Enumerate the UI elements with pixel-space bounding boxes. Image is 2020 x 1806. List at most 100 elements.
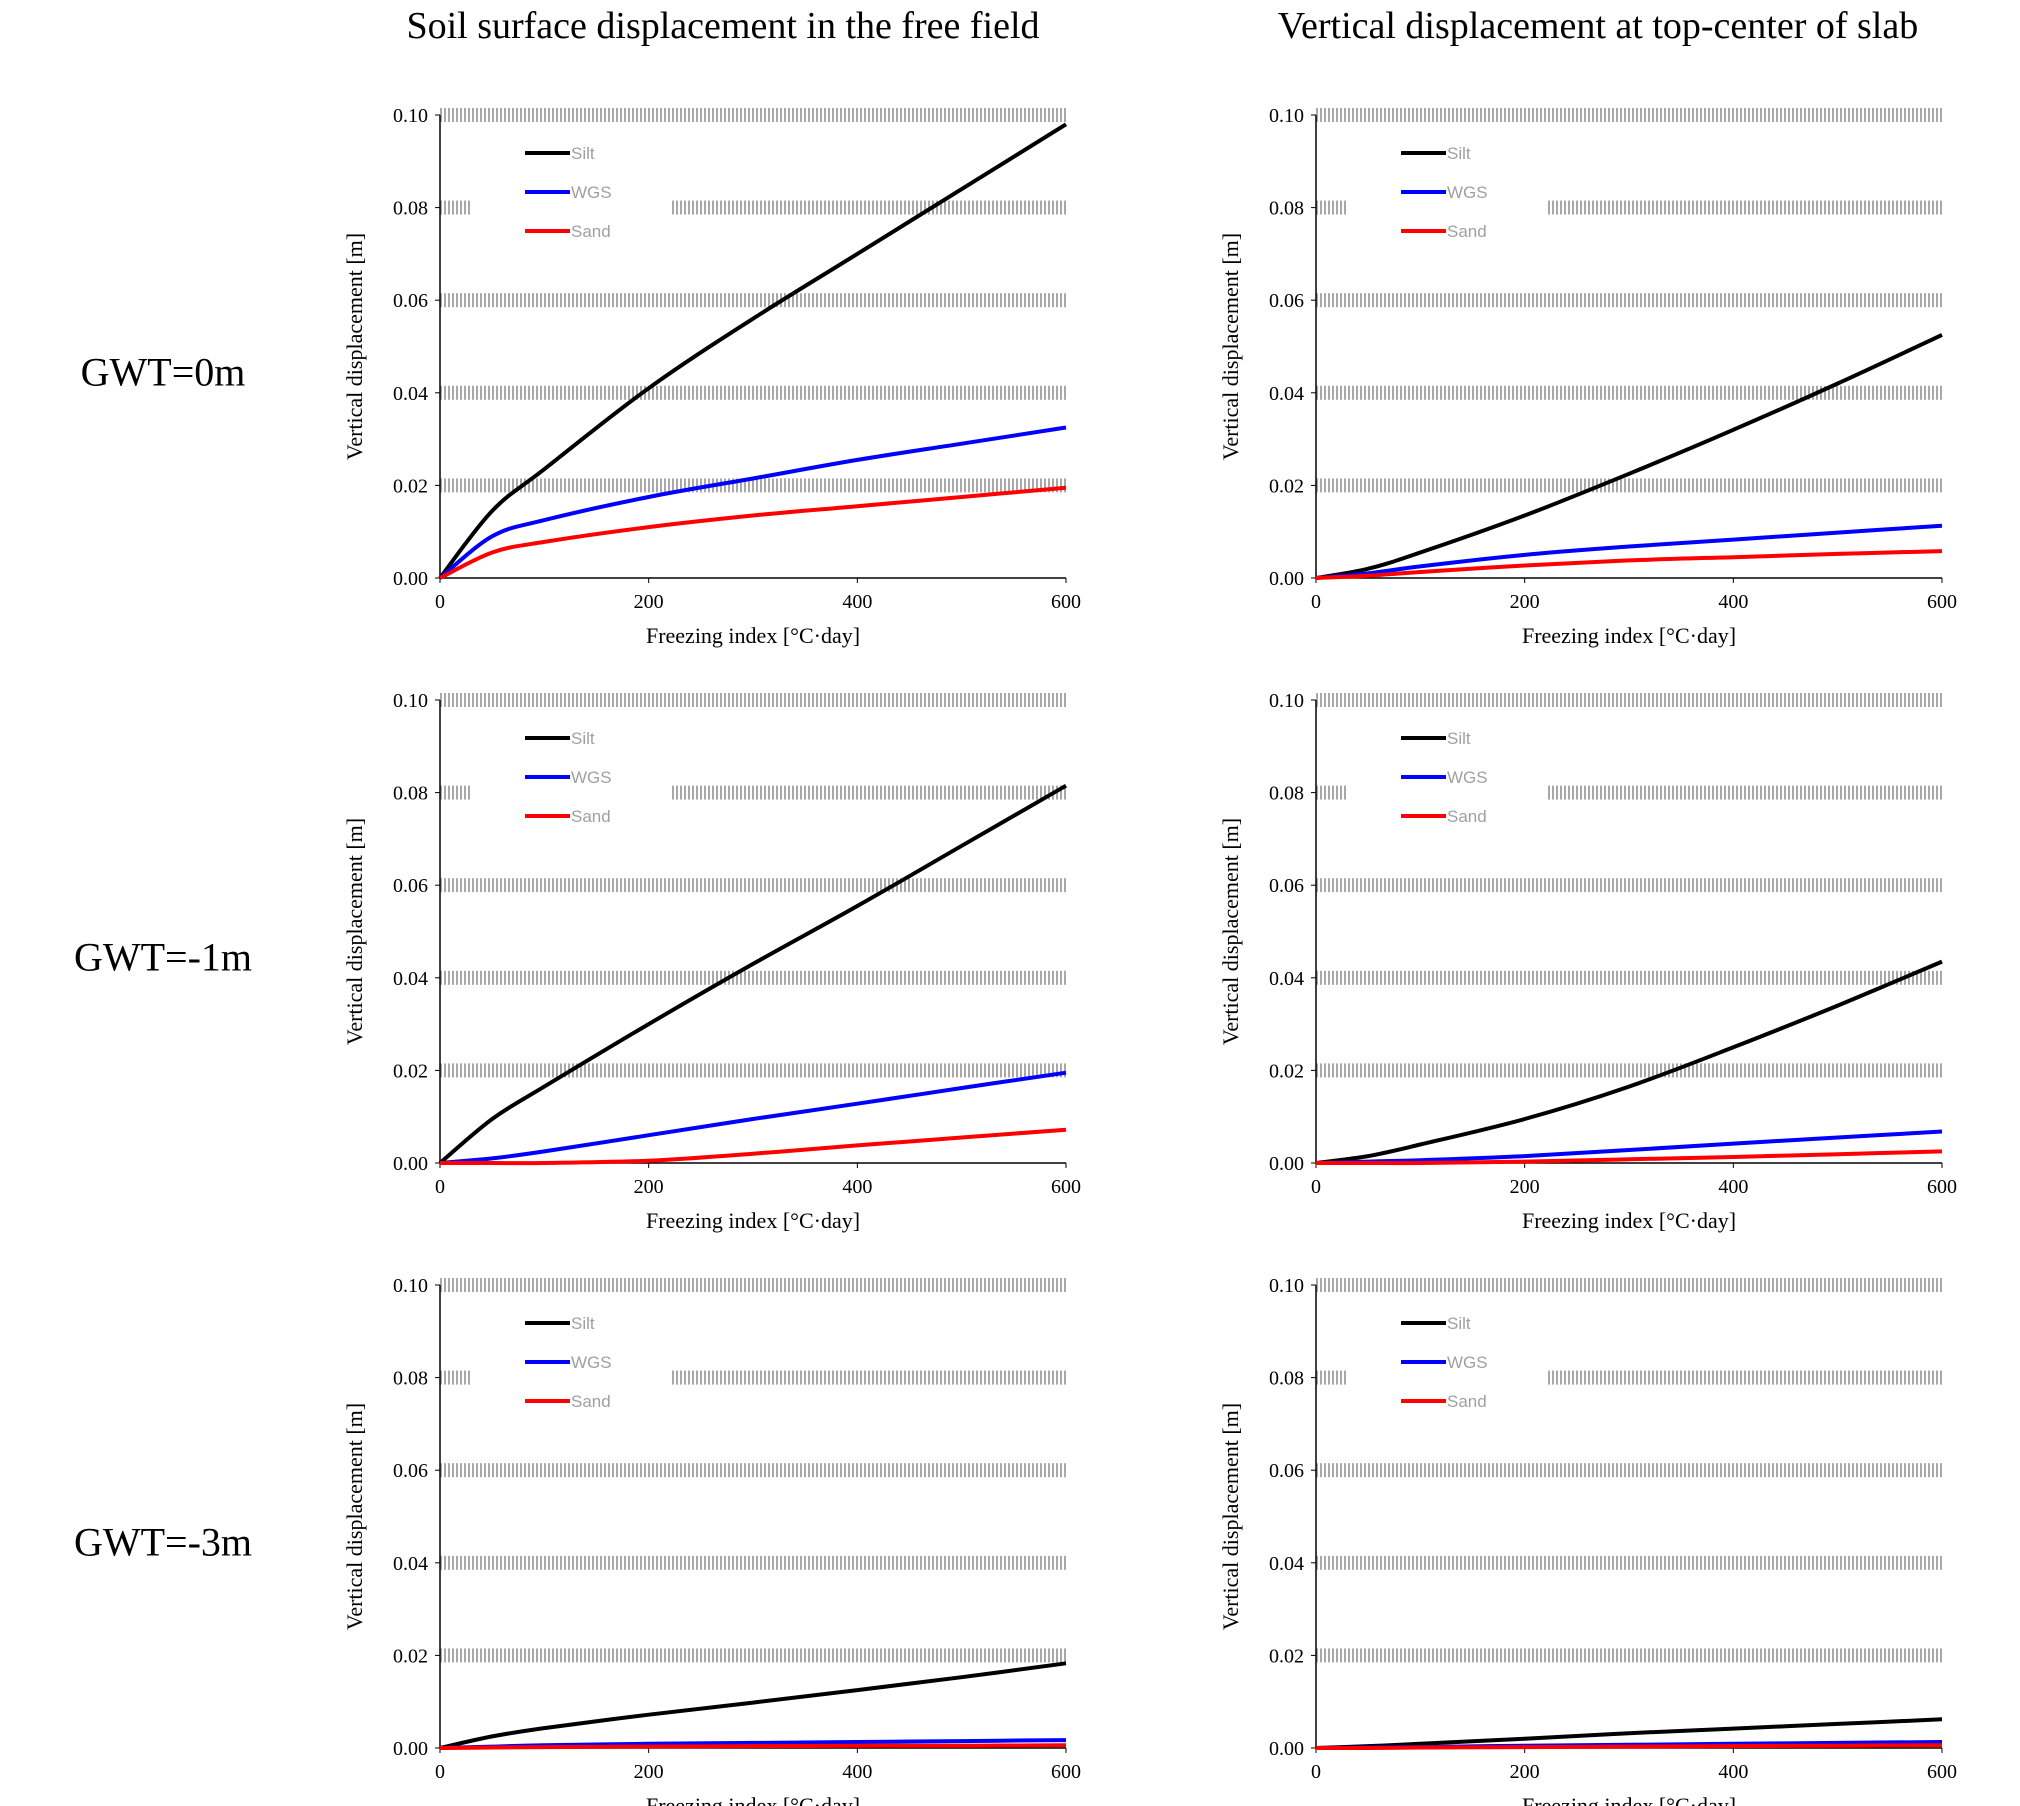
y-tick-label: 0.06	[1269, 875, 1304, 897]
y-tick-label: 0.06	[1269, 1460, 1304, 1482]
gridline-segment	[440, 200, 472, 215]
gridline	[1316, 1648, 1942, 1663]
gridline	[440, 693, 1066, 707]
legend-label-sand: Sand	[1447, 1392, 1487, 1411]
y-axis-label: Vertical displacement [m]	[342, 818, 367, 1045]
legend-label-silt: Silt	[571, 729, 595, 748]
series-line-silt	[438, 122, 1068, 580]
y-tick-label: 0.08	[1269, 783, 1304, 805]
gridline	[1316, 1463, 1942, 1478]
gridline	[440, 108, 1066, 122]
y-tick-label: 0.08	[393, 198, 428, 220]
legend-label-sand: Sand	[1447, 807, 1487, 826]
gridline-segment	[672, 785, 1066, 800]
gridline	[440, 1063, 1066, 1078]
x-tick-label: 200	[1510, 1176, 1540, 1198]
y-tick-label: 0.10	[1269, 690, 1304, 712]
legend-label-silt: Silt	[1447, 1314, 1471, 1333]
x-axis-label: Freezing index [°C·day]	[646, 623, 860, 648]
gridline-segment	[1316, 785, 1348, 800]
x-tick-label: 0	[1311, 1761, 1321, 1783]
gridline-segment	[440, 785, 472, 800]
x-tick-label: 0	[1311, 591, 1321, 613]
x-tick-label: 600	[1051, 1761, 1081, 1783]
gridline	[1316, 478, 1942, 493]
column-title-slab: Vertical displacement at top-center of s…	[1277, 5, 1919, 47]
x-tick-label: 200	[1510, 1761, 1540, 1783]
y-tick-label: 0.04	[393, 968, 428, 990]
gridline-segment	[440, 1370, 472, 1385]
y-tick-label: 0.10	[393, 690, 428, 712]
gridline-segment	[672, 1370, 1066, 1385]
x-tick-label: 600	[1927, 591, 1957, 613]
y-tick-label: 0.08	[393, 783, 428, 805]
chart-panel-3: 0.00 0.02 0.04 0.06 0.08 0.10 0 200 400 600 Freezi…	[342, 690, 1081, 1233]
gridline-segment	[1548, 1370, 1942, 1385]
x-tick-label: 0	[435, 1761, 445, 1783]
y-tick-label: 0.08	[1269, 198, 1304, 220]
y-tick-label: 0.08	[1269, 1368, 1304, 1390]
x-tick-label: 200	[1510, 591, 1540, 613]
legend-label-wgs: WGS	[571, 183, 612, 202]
x-tick-label: 200	[634, 1761, 664, 1783]
gridline	[1316, 385, 1942, 400]
y-tick-label: 0.04	[1269, 968, 1304, 990]
y-tick-label: 0.02	[1269, 1060, 1304, 1082]
x-axis-label: Freezing index [°C·day]	[1522, 1793, 1736, 1806]
y-tick-label: 0.00	[393, 568, 428, 590]
y-axis-label: Vertical displacement [m]	[342, 233, 367, 460]
row-label-gwt-minus-3: GWT=-3m	[73, 1519, 253, 1565]
y-tick-label: 0.06	[1269, 290, 1304, 312]
legend-label-silt: Silt	[571, 144, 595, 163]
y-tick-label: 0.10	[393, 1275, 428, 1297]
x-tick-label: 600	[1051, 591, 1081, 613]
gridline	[1316, 293, 1942, 308]
x-tick-label: 0	[435, 591, 445, 613]
series-line-silt	[439, 1661, 1067, 1750]
gridline	[1316, 693, 1942, 707]
gridline	[440, 970, 1066, 985]
legend-label-wgs: WGS	[1447, 1353, 1488, 1372]
y-tick-label: 0.02	[1269, 1645, 1304, 1667]
series-line-sand	[1316, 1149, 1943, 1166]
y-axis-label: Vertical displacement [m]	[1218, 233, 1243, 460]
gridline	[440, 478, 1066, 493]
y-tick-label: 0.00	[1269, 568, 1304, 590]
legend-label-silt: Silt	[571, 1314, 595, 1333]
x-tick-label: 400	[1718, 1176, 1748, 1198]
y-tick-label: 0.06	[393, 875, 428, 897]
gridline	[440, 878, 1066, 893]
y-tick-label: 0.04	[1269, 383, 1304, 405]
legend-label-silt: Silt	[1447, 729, 1471, 748]
y-tick-label: 0.06	[393, 290, 428, 312]
gridline	[440, 1463, 1066, 1478]
x-tick-label: 400	[842, 1761, 872, 1783]
chart-panel-6: 0.00 0.02 0.04 0.06 0.08 0.10 0 200 400 600 Freezi…	[1218, 1275, 1957, 1806]
gridline	[440, 385, 1066, 400]
chart-panel-2: 0.00 0.02 0.04 0.06 0.08 0.10 0 200 400 600 Freezi…	[1218, 105, 1957, 648]
y-tick-label: 0.02	[393, 475, 428, 497]
y-tick-label: 0.02	[1269, 475, 1304, 497]
legend-label-sand: Sand	[571, 222, 611, 241]
gridline-segment	[1316, 200, 1348, 215]
gridline	[440, 1278, 1066, 1292]
y-tick-label: 0.04	[1269, 1553, 1304, 1575]
y-tick-label: 0.10	[1269, 105, 1304, 127]
gridline	[440, 1555, 1066, 1570]
y-tick-label: 0.00	[1269, 1153, 1304, 1175]
y-axis-label: Vertical displacement [m]	[1218, 1403, 1243, 1630]
gridline	[440, 1648, 1066, 1663]
x-tick-label: 600	[1051, 1176, 1081, 1198]
series-line-silt	[438, 783, 1067, 1165]
gridline	[1316, 108, 1942, 122]
row-label-gwt-minus-1: GWT=-1m	[73, 934, 253, 980]
y-tick-label: 0.00	[393, 1153, 428, 1175]
row-label-gwt-0: GWT=0m	[80, 349, 246, 395]
x-tick-label: 400	[1718, 591, 1748, 613]
y-tick-label: 0.04	[393, 383, 428, 405]
series-line-sand	[439, 485, 1067, 580]
legend-label-wgs: WGS	[1447, 768, 1488, 787]
x-tick-label: 600	[1927, 1176, 1957, 1198]
legend-label-silt: Silt	[1447, 144, 1471, 163]
